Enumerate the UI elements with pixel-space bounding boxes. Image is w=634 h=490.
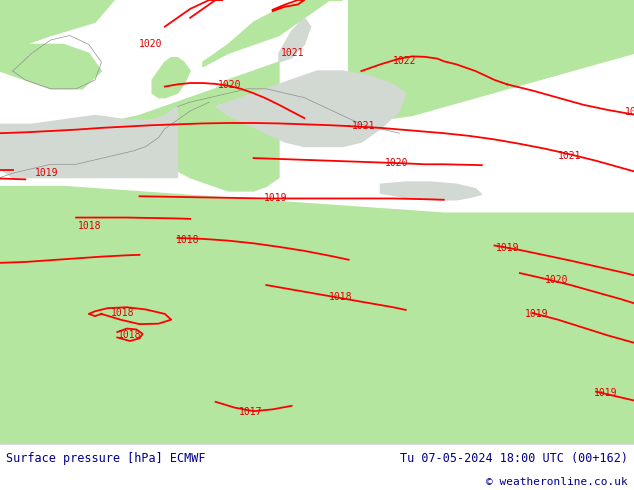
Polygon shape xyxy=(203,0,342,67)
Text: 1022: 1022 xyxy=(624,107,634,117)
Text: 1018: 1018 xyxy=(176,235,200,245)
Text: Surface pressure [hPa] ECMWF: Surface pressure [hPa] ECMWF xyxy=(6,452,206,465)
Text: 1021: 1021 xyxy=(352,121,375,131)
Text: Tu 07-05-2024 18:00 UTC (00+162): Tu 07-05-2024 18:00 UTC (00+162) xyxy=(399,452,628,465)
Text: 1020: 1020 xyxy=(384,158,408,168)
Polygon shape xyxy=(0,106,178,177)
Polygon shape xyxy=(120,62,279,191)
Polygon shape xyxy=(0,187,634,444)
Text: 1020: 1020 xyxy=(139,39,162,49)
Polygon shape xyxy=(152,58,190,98)
Text: 1018: 1018 xyxy=(329,293,353,302)
Polygon shape xyxy=(216,71,406,147)
Text: 1021: 1021 xyxy=(280,49,304,58)
Text: 1019: 1019 xyxy=(593,388,618,398)
Text: 1019: 1019 xyxy=(495,243,519,253)
Text: 1018: 1018 xyxy=(78,221,102,231)
Polygon shape xyxy=(380,182,482,200)
Text: 1017: 1017 xyxy=(238,407,262,416)
Polygon shape xyxy=(0,45,101,89)
Text: © weatheronline.co.uk: © weatheronline.co.uk xyxy=(486,477,628,487)
Text: 1019: 1019 xyxy=(35,168,58,178)
FancyBboxPatch shape xyxy=(0,444,634,490)
Polygon shape xyxy=(0,0,114,53)
Polygon shape xyxy=(279,18,311,62)
Text: 1022: 1022 xyxy=(392,56,417,66)
Polygon shape xyxy=(349,0,634,124)
Text: 1018: 1018 xyxy=(118,330,142,340)
Text: 1020: 1020 xyxy=(545,275,569,285)
Text: 1018: 1018 xyxy=(110,308,134,318)
Text: 1019: 1019 xyxy=(264,194,288,203)
Text: 1021: 1021 xyxy=(558,151,581,161)
Text: 1020: 1020 xyxy=(217,80,242,90)
Text: 1019: 1019 xyxy=(525,309,549,319)
